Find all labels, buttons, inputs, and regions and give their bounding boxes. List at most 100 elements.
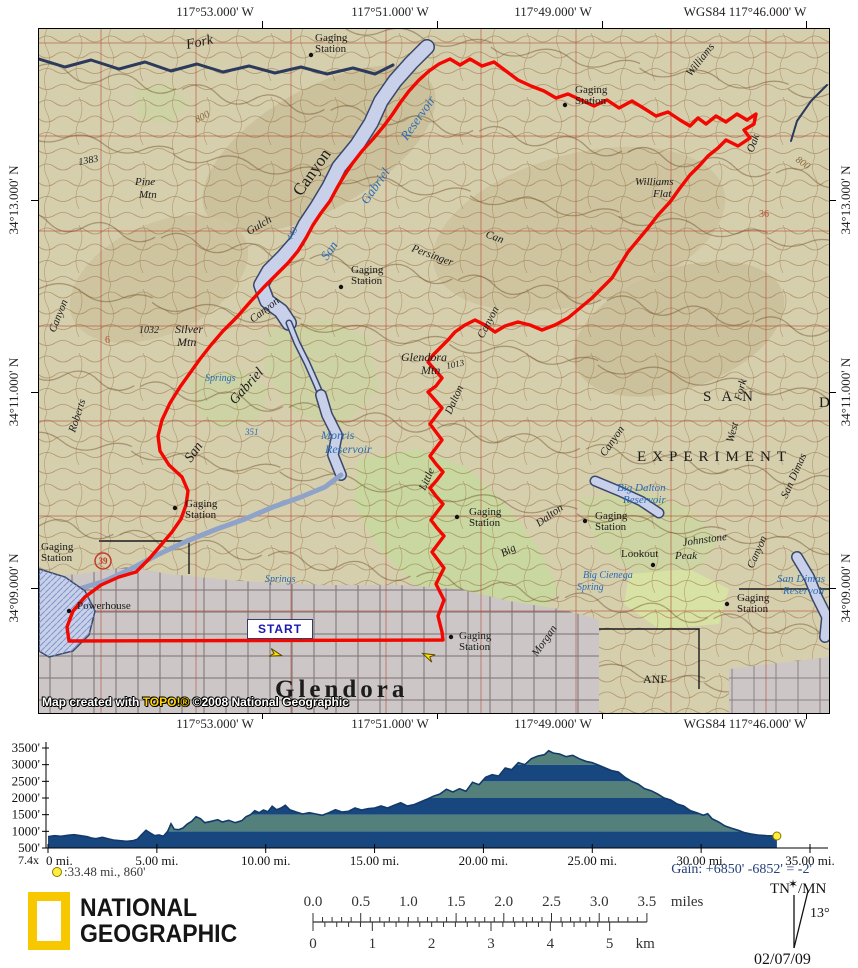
scale-km-label: 5 (606, 936, 614, 952)
natgeo-wordmark: NATIONAL GEOGRAPHIC (80, 895, 237, 947)
map-label: Lookout (621, 548, 658, 560)
topo-brand: TOPO!® (142, 695, 190, 709)
map-markers: 39 (66, 52, 730, 663)
gaging-station-dot (172, 505, 178, 511)
map-label: Station (469, 517, 501, 529)
morris-reservoir (316, 390, 346, 480)
map-label: Mtn (420, 363, 440, 377)
scale-km-label: 2 (428, 936, 436, 952)
copyright-prefix: Map created with (42, 695, 143, 709)
map-label: Gaging (351, 264, 384, 276)
map-label: Gaging (315, 32, 348, 44)
map-label: Big Dalton (617, 482, 666, 494)
map-label: Peak (674, 550, 698, 562)
map-label: 1013 (445, 357, 465, 371)
marker-dot-icon (52, 867, 62, 877)
map-label: Station (459, 641, 491, 653)
elevation-profile[interactable]: 3500' 3000' 2500' 2000' 1500' 1000' 500' 0 mi. 5… (0, 736, 858, 868)
longitude-tick-bottom (262, 713, 263, 719)
map-label: West (724, 420, 741, 444)
declination-diagram: TN ✶/MN 13° 02/07/09 (740, 875, 858, 968)
map-label: Station (185, 509, 217, 521)
scale-km-label: 4 (547, 936, 555, 952)
longitude-label-top: WGS84 117°46.000' W (683, 4, 807, 19)
natgeo-line1: NATIONAL (80, 894, 198, 922)
map-label: ANF (643, 672, 667, 686)
san-gabriel-river (287, 321, 323, 397)
scale-miles-unit: miles (671, 894, 704, 910)
map-label: Mtn (138, 189, 157, 201)
gaging-station-dot (582, 518, 588, 524)
profile-x-tick-label: 0 mi. (46, 853, 73, 866)
map-label: 6 (105, 335, 110, 346)
start-label: START (247, 619, 313, 639)
map-label: Station (315, 43, 347, 55)
map-label: Big Cienega (583, 570, 633, 581)
scale-miles-label: 0.0 (304, 894, 323, 910)
longitude-tick-bottom (437, 713, 438, 719)
map-label: Glendora (401, 350, 447, 364)
map-label: Mtn (176, 335, 196, 349)
gaging-station-dot (66, 608, 72, 614)
longitude-tick-top (806, 21, 807, 28)
longitude-label-bottom: WGS84 117°46.000' W (683, 716, 807, 731)
magnetic-north-label: /MN (798, 881, 827, 897)
latitude-label-left: 34°11.000' N (6, 357, 21, 427)
longitude-label-top: 117°49.000' W (514, 4, 592, 19)
profile-y-tick-label: 1500' (12, 807, 40, 822)
big-dalton-reservoir (591, 477, 663, 517)
copyright-suffix: ©2008 National Geographic (189, 695, 349, 709)
latitude-label-left: 34°09.000' N (6, 553, 21, 623)
scale-miles-label: 1.5 (447, 894, 466, 910)
longitude-tick-top (602, 21, 603, 28)
latitude-label-right: 34°13.000' N (838, 165, 853, 235)
gaging-station-dot (650, 562, 656, 568)
longitude-label-top: 117°51.000' W (351, 4, 429, 19)
profile-x-tick-label: 10.00 mi. (241, 853, 290, 866)
profile-y-tick-label: 1000' (12, 823, 40, 838)
vertical-exaggeration-label: 7.4x (18, 853, 39, 866)
latitude-tick-left (31, 588, 38, 589)
gps-route[interactable] (65, 57, 758, 643)
natgeo-line2: GEOGRAPHIC (80, 920, 238, 948)
route-direction-arrow-icon (268, 648, 284, 657)
profile-x-tick-label: 30.00 mi. (676, 853, 725, 866)
latitude-tick-right (829, 200, 836, 201)
map-label: Reservoir (622, 494, 666, 506)
gaging-station-dot (308, 52, 314, 58)
gaging-station-dot (448, 634, 454, 640)
map-label: Flat (652, 188, 672, 200)
west-fork-river (37, 57, 395, 76)
map-label: Springs (265, 574, 296, 585)
map-label: Morris (320, 428, 355, 442)
map-label: Silver (175, 322, 203, 336)
map-label: Springs (205, 373, 236, 384)
scale-miles-label: 3.5 (638, 894, 657, 910)
map-label: Pine (134, 176, 155, 188)
map-label: Gaging (41, 541, 74, 553)
profile-y-tick-label: 2000' (12, 790, 40, 805)
latitude-label-right: 34°09.000' N (838, 553, 853, 623)
latitude-tick-right (829, 392, 836, 393)
gaging-station-dot (338, 284, 344, 290)
profile-x-tick-label: 25.00 mi. (568, 853, 617, 866)
map-label: San Dimas (777, 573, 825, 585)
profile-x-tick-label: 20.00 mi. (459, 853, 508, 866)
map-label: 1032 (139, 325, 159, 336)
map-label: Gaging (185, 498, 218, 510)
profile-x-tick-label: 15.00 mi. (350, 853, 399, 866)
map-label: Fork (184, 32, 215, 53)
longitude-label-bottom: 117°53.000' W (176, 716, 254, 731)
profile-end-marker[interactable] (772, 831, 782, 841)
topographic-map[interactable]: Fork GagingStationGagingStationWilliamsFl… (36, 29, 833, 713)
map-area[interactable]: Fork Gaging Station Gaging Station Williams Fl… (36, 28, 833, 714)
map-label: Station (737, 603, 769, 615)
longitude-label-top: 117°53.000' W (176, 4, 254, 19)
north-star-icon: ✶ (788, 877, 798, 891)
longitude-label-bottom: 117°49.000' W (514, 716, 592, 731)
scale-km-label: 3 (487, 936, 495, 952)
longitude-tick-bottom (602, 713, 603, 719)
route-path[interactable] (65, 57, 758, 643)
profile-x-tick-label: 5.00 mi. (135, 853, 178, 866)
